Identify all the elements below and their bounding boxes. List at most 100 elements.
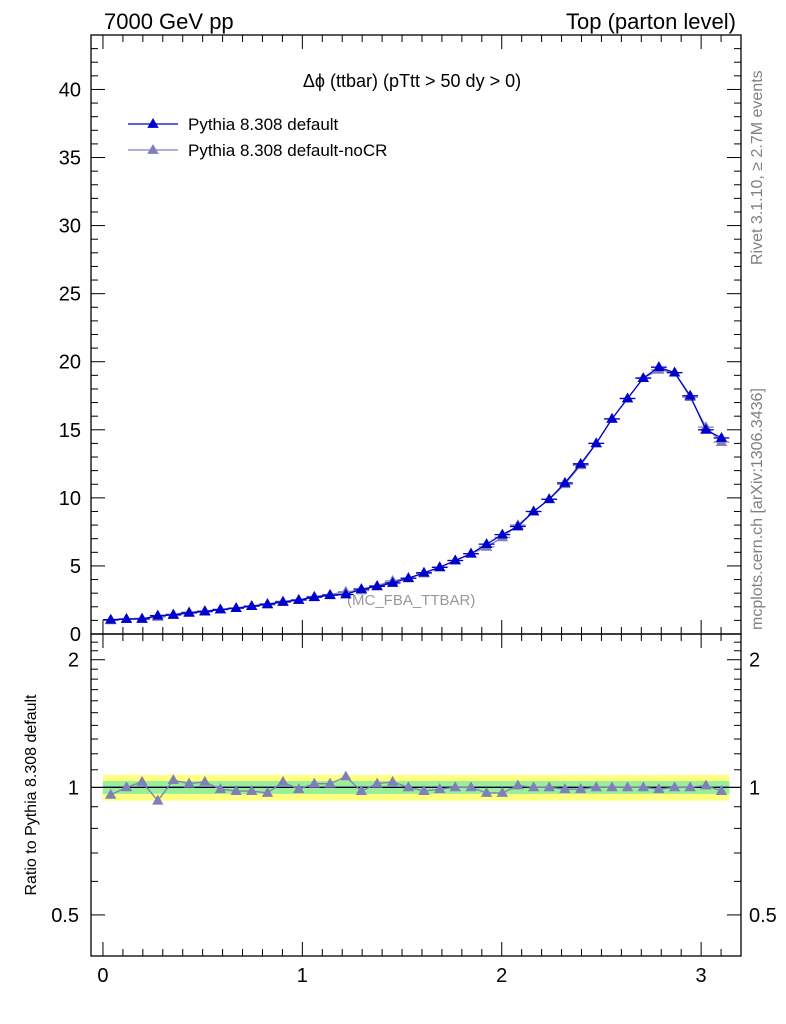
ratio-point bbox=[418, 785, 430, 795]
ratio-point bbox=[105, 788, 117, 799]
data-point bbox=[105, 613, 117, 624]
x-tick-label: 2 bbox=[496, 965, 507, 987]
data-point bbox=[637, 372, 650, 382]
main-tick-labels: 0 5 10 15 20 25 30 35 40 bbox=[59, 79, 81, 646]
data-point bbox=[449, 554, 461, 565]
ratio-series-line-group bbox=[105, 770, 728, 805]
data-point bbox=[465, 547, 477, 558]
ratio-point bbox=[293, 783, 305, 794]
data-point bbox=[261, 598, 274, 608]
ratio-point bbox=[152, 794, 164, 805]
data-point bbox=[167, 608, 180, 619]
ratio-tick-labels: 0.5 0.5 1 1 2 2 0 1 2 3 bbox=[51, 650, 777, 987]
data-point bbox=[496, 528, 509, 539]
main-ticks bbox=[91, 34, 742, 635]
data-point bbox=[120, 613, 133, 623]
main-panel: 0 5 10 15 20 25 30 35 40 Δϕ (ttbar) (pTtt > 50 d… bbox=[59, 34, 742, 646]
ratio-point bbox=[230, 785, 242, 795]
y-tick-label: 20 bbox=[59, 352, 81, 374]
data-point bbox=[199, 605, 211, 616]
ratio-point bbox=[371, 777, 383, 788]
ratio-point bbox=[606, 781, 618, 792]
series-0 bbox=[102, 361, 730, 624]
data-point bbox=[214, 603, 227, 614]
data-point bbox=[230, 602, 242, 613]
legend-label: Pythia 8.308 default-noCR bbox=[188, 141, 387, 160]
data-point bbox=[371, 580, 383, 591]
legend-label: Pythia 8.308 default bbox=[188, 115, 339, 134]
ratio-point bbox=[449, 781, 461, 792]
series-1 bbox=[102, 363, 730, 625]
y-tick-label: 30 bbox=[59, 216, 81, 238]
data-point bbox=[512, 520, 524, 531]
x-tick-label: 1 bbox=[297, 965, 308, 987]
ratio-y-tick-label-right: 0.5 bbox=[749, 905, 777, 927]
ratio-point bbox=[120, 781, 133, 792]
ratio-point bbox=[574, 783, 587, 794]
ratio-y-tick-label: 0.5 bbox=[51, 905, 79, 927]
ratio-point bbox=[512, 779, 524, 790]
ratio-band bbox=[91, 774, 741, 801]
legend-marker bbox=[147, 144, 159, 154]
data-point bbox=[527, 505, 540, 516]
ratio-point bbox=[386, 775, 399, 786]
data-point bbox=[668, 366, 681, 377]
data-point bbox=[684, 389, 696, 400]
data-point bbox=[418, 566, 430, 577]
data-point bbox=[152, 609, 164, 620]
ratio-point bbox=[324, 777, 336, 788]
ratio-point bbox=[340, 770, 352, 781]
ratio-y-tick-label: 2 bbox=[68, 650, 79, 672]
ratio-point bbox=[496, 786, 509, 797]
x-tick-label: 0 bbox=[97, 965, 108, 987]
data-point bbox=[355, 583, 368, 593]
ratio-point bbox=[402, 781, 415, 792]
data-point bbox=[574, 457, 587, 468]
legend: Pythia 8.308 default Pythia 8.308 default… bbox=[128, 115, 387, 160]
ratio-point bbox=[214, 783, 227, 794]
ratio-axes-frame bbox=[90, 633, 742, 957]
data-point bbox=[340, 588, 352, 599]
data-point bbox=[324, 589, 336, 600]
ratio-point bbox=[559, 783, 571, 794]
y-tick-label: 10 bbox=[59, 488, 81, 510]
ratio-point bbox=[167, 774, 180, 785]
data-point bbox=[246, 600, 258, 610]
mcplots-label: mcplots.cern.ch [arXiv:1306.3436] bbox=[749, 388, 766, 630]
data-point bbox=[293, 593, 305, 604]
analysis-annotation: (MC_FBA_TTBAR) bbox=[347, 592, 475, 609]
data-point bbox=[590, 437, 602, 448]
data-point bbox=[543, 493, 555, 504]
ratio-series-line bbox=[110, 775, 722, 802]
legend-marker bbox=[147, 118, 159, 128]
ratio-y-label: Ratio to Pythia 8.308 default bbox=[23, 694, 40, 896]
ratio-point bbox=[637, 781, 650, 792]
data-point bbox=[480, 538, 493, 549]
y-tick-label: 0 bbox=[70, 624, 81, 646]
chart-title: Δϕ (ttbar) (pTtt > 50 dy > 0) bbox=[303, 71, 521, 91]
ratio-point bbox=[527, 781, 540, 792]
data-point bbox=[606, 412, 618, 423]
header-left: 7000 GeV pp bbox=[104, 9, 234, 34]
ratio-point bbox=[355, 785, 368, 795]
ratio-point bbox=[543, 781, 555, 792]
rivet-label: Rivet 3.1.10, ≥ 2.7M events bbox=[749, 70, 766, 265]
y-tick-label: 25 bbox=[59, 284, 81, 306]
ratio-point bbox=[261, 786, 274, 797]
data-point bbox=[386, 576, 399, 587]
main-series bbox=[102, 361, 730, 625]
ratio-y-tick-label: 1 bbox=[68, 777, 79, 799]
ratio-panel: 0.5 0.5 1 1 2 2 0 1 2 3 Ratio to Pythia 8.308 def… bbox=[23, 633, 777, 987]
data-point bbox=[183, 606, 195, 617]
ratio-point bbox=[199, 775, 211, 786]
ratio-point bbox=[715, 785, 728, 795]
data-point bbox=[653, 361, 665, 372]
data-point bbox=[700, 423, 712, 434]
data-point bbox=[621, 392, 634, 403]
x-tick-label: 3 bbox=[696, 965, 707, 987]
series-line bbox=[110, 366, 722, 621]
ratio-point bbox=[136, 775, 148, 786]
ratio-point bbox=[434, 783, 446, 794]
data-point bbox=[277, 596, 289, 606]
